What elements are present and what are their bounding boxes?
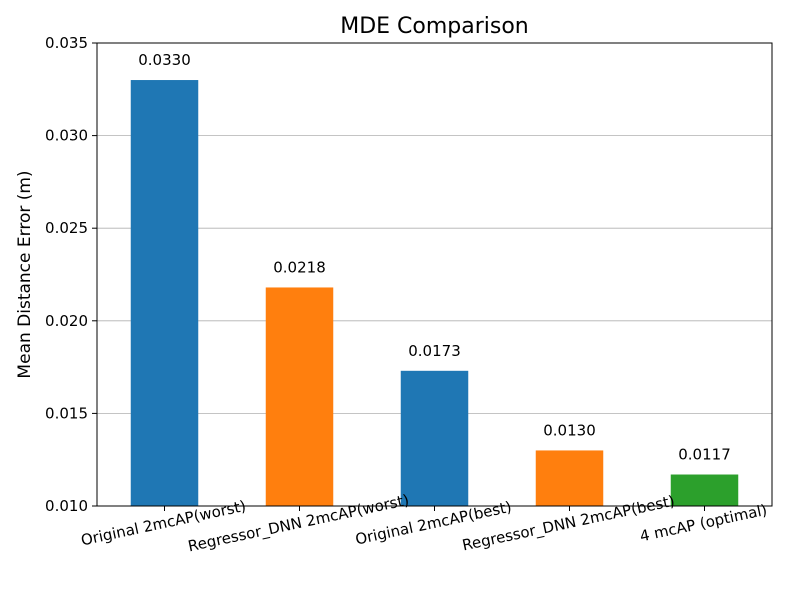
bar-value-label: 0.0117 <box>678 446 731 464</box>
bar <box>130 80 199 506</box>
bar-value-label: 0.0330 <box>138 51 191 69</box>
y-axis-ticks: 0.010 0.015 0.020 0.025 0.030 0.035 <box>45 34 97 515</box>
y-tick-label: 0.025 <box>45 219 88 237</box>
bar <box>400 370 469 506</box>
y-axis-label: Mean Distance Error (m) <box>15 170 35 378</box>
bars-layer <box>130 80 739 506</box>
data-labels-layer: 0.0330 0.0218 0.0173 0.0130 0.0117 <box>138 51 731 463</box>
bar-value-label: 0.0218 <box>273 258 326 276</box>
y-tick-label: 0.015 <box>45 404 88 422</box>
y-tick-label: 0.035 <box>45 34 88 52</box>
y-tick-label: 0.020 <box>45 312 88 330</box>
bar <box>265 287 334 506</box>
bar-value-label: 0.0173 <box>408 342 461 360</box>
bar-value-label: 0.0130 <box>543 421 596 439</box>
chart-title: MDE Comparison <box>340 14 529 39</box>
bar <box>535 450 604 506</box>
y-tick-label: 0.030 <box>45 127 88 145</box>
bar <box>670 474 739 506</box>
y-tick-label: 0.010 <box>45 497 88 515</box>
